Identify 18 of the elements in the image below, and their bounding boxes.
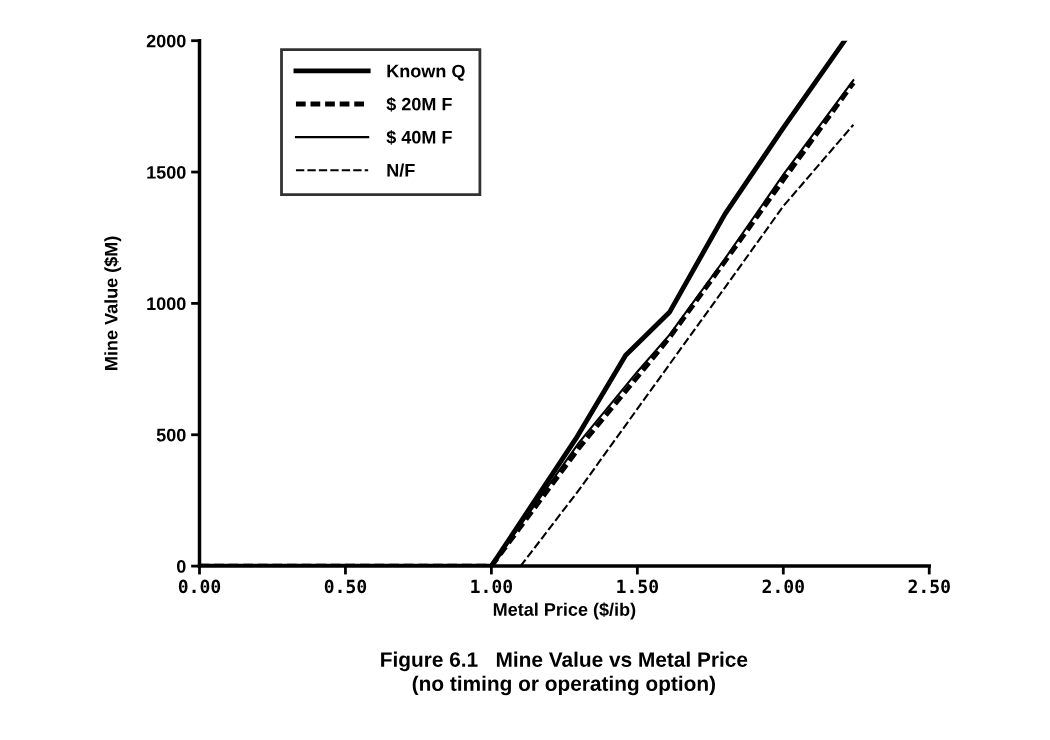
x-tick-label: 0.50 bbox=[324, 579, 367, 594]
x-tick-label: 2.50 bbox=[908, 579, 950, 594]
y-tick-label: 500 bbox=[156, 428, 186, 442]
x-axis-title: Metal Price ($/ib) bbox=[493, 602, 636, 620]
x-tick-label: 1.50 bbox=[617, 579, 659, 594]
legend-label: Known Q bbox=[387, 64, 465, 81]
legend-label: N/F bbox=[387, 163, 415, 177]
y-axis-title: Mine Value ($M) bbox=[104, 236, 122, 370]
x-tick-label: 1.00 bbox=[471, 579, 513, 594]
x-tick-label: 2.00 bbox=[762, 579, 804, 594]
legend-label: $ 40M F bbox=[386, 130, 452, 145]
legend-label: $ 20M F bbox=[386, 96, 452, 112]
y-tick-label: 2000 bbox=[146, 34, 186, 48]
y-tick-label: 0 bbox=[176, 560, 186, 573]
text: Figure 6.1 Mine Value vs Metal Price (no timing or operating option) bbox=[381, 651, 748, 696]
y-tick-label: 1500 bbox=[147, 165, 186, 179]
x-tick-label: 0.00 bbox=[178, 579, 221, 594]
y-tick-label: 1000 bbox=[147, 297, 186, 311]
